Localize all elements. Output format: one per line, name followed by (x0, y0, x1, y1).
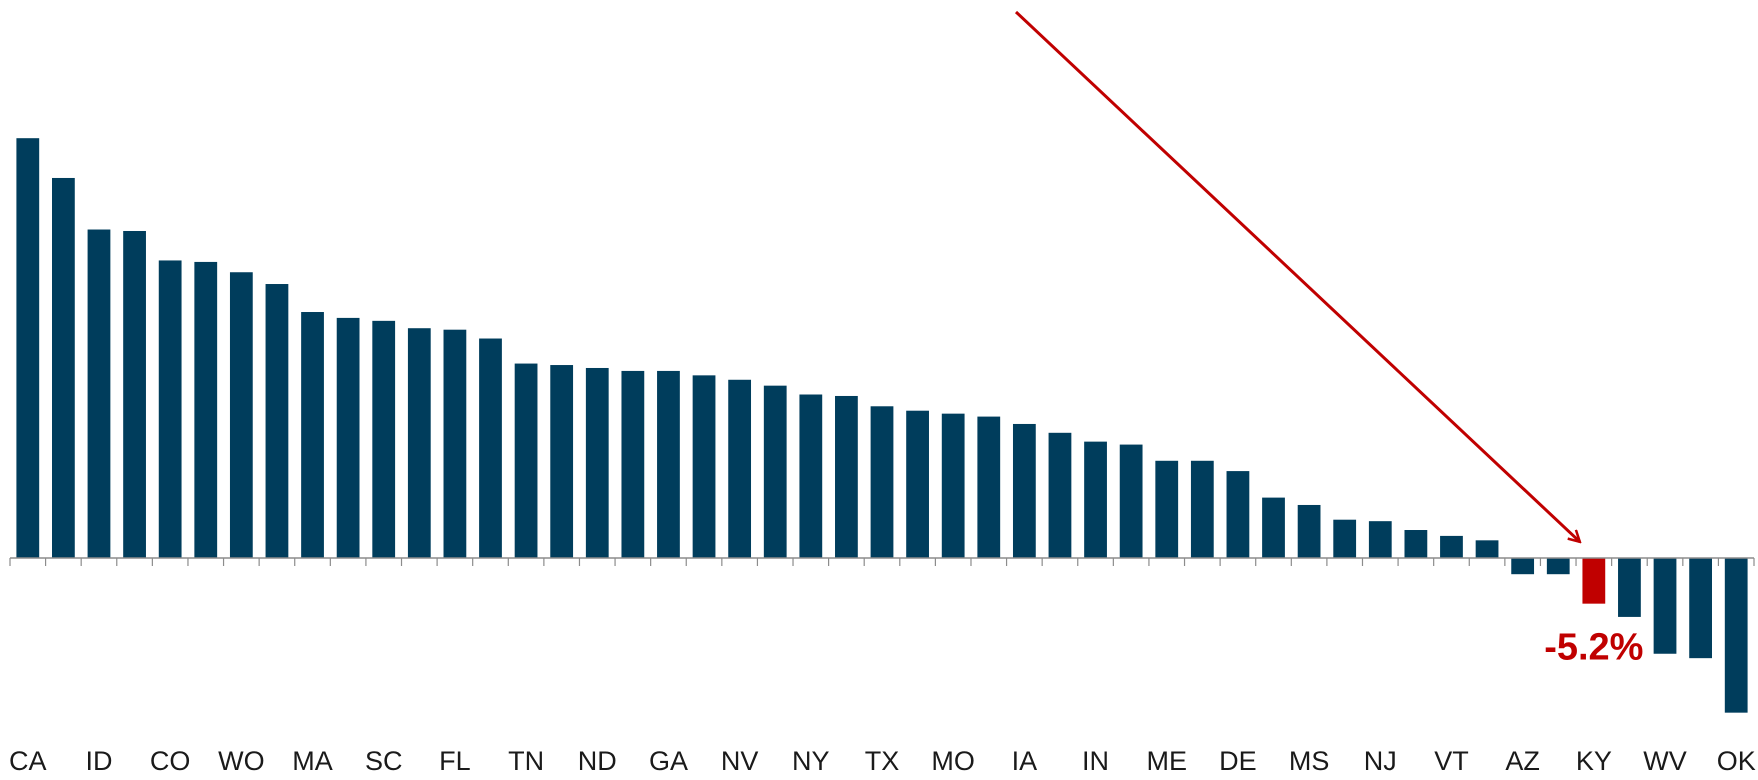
x-tick-label-id: ID (85, 746, 112, 775)
bar-24 (835, 395, 858, 558)
x-tick-label-mo: MO (931, 746, 975, 775)
x-tick-label-ky: KY (1576, 746, 1612, 775)
x-tick-label-fl: FL (439, 746, 471, 775)
x-tick-label-ny: NY (792, 746, 830, 775)
bar-30 (1048, 432, 1072, 558)
bar-10 (336, 317, 360, 558)
x-tick-label-vt: VT (1434, 746, 1469, 775)
x-tick-label-wv: WV (1643, 746, 1687, 775)
x-tick-label-ia: IA (1012, 746, 1038, 775)
x-tick-label-ma: MA (292, 746, 333, 775)
bar-33-me (1155, 460, 1179, 558)
x-tick-label-me: ME (1146, 746, 1187, 775)
x-tick-label-nd: ND (578, 746, 617, 775)
bar-44 (1546, 558, 1570, 575)
bar-16 (550, 365, 574, 558)
bar-49-ok (1724, 558, 1748, 713)
bar-5-co (158, 260, 182, 558)
bar-7-wo (229, 272, 253, 558)
bar-6 (194, 261, 218, 558)
bar-42 (1475, 540, 1499, 558)
x-tick-label-de: DE (1219, 746, 1257, 775)
bar-20 (692, 375, 716, 558)
bar-32 (1119, 444, 1143, 558)
bar-28 (977, 416, 1001, 558)
bar-38 (1333, 519, 1357, 558)
bar-25-tx (870, 406, 894, 558)
x-tick-label-az: AZ (1505, 746, 1540, 775)
bar-39-nj (1368, 521, 1392, 558)
bar-47-wv (1653, 558, 1677, 654)
highlight-arrow (1014, 10, 1580, 542)
x-tick-label-wo: WO (218, 746, 265, 775)
bar-4 (123, 230, 146, 559)
bar-13-fl (443, 329, 467, 558)
bar-14 (479, 338, 502, 558)
bar-18 (621, 370, 645, 558)
x-tick-label-ok: OK (1717, 746, 1756, 775)
bar-45-ky (1582, 558, 1606, 604)
bar-11-sc (372, 320, 396, 558)
bar-9-ma (301, 312, 324, 558)
bars-layer (16, 138, 1748, 713)
x-axis-labels: CA ID CO WO MA SC FL TN ND GA NV NY TX MO IA IN ME DE MS NJ… (9, 746, 1756, 776)
bar-21-nv (728, 379, 752, 558)
x-tick-label-nv: NV (721, 746, 759, 775)
bar-37-ms (1297, 504, 1321, 558)
x-tick-label-ca: CA (9, 746, 47, 775)
x-tick-label-ga: GA (649, 746, 688, 775)
bar-29-ia (1012, 423, 1036, 558)
x-tick-label-in: IN (1082, 746, 1109, 775)
bar-27-mo (941, 413, 965, 558)
bar-41-vt (1440, 535, 1463, 558)
bar-15-tn (514, 363, 538, 558)
x-tick-label-nj: NJ (1364, 746, 1397, 775)
bar-2 (52, 177, 75, 558)
x-axis (9, 557, 1755, 566)
bar-48 (1689, 558, 1712, 659)
bar-26 (906, 410, 929, 558)
x-tick-label-sc: SC (365, 746, 403, 775)
bar-46 (1618, 558, 1641, 617)
bar-35-de (1226, 471, 1250, 558)
x-tick-label-tx: TX (865, 746, 900, 775)
bar-19-ga (657, 370, 680, 558)
x-tick-label-tn: TN (508, 746, 544, 775)
highlight-data-label: -5.2% (1544, 627, 1643, 669)
bar-1-ca (16, 138, 40, 558)
bar-22 (763, 385, 787, 558)
bar-3-id (87, 229, 111, 558)
annotation-layer: -5.2% (1014, 10, 1643, 669)
bar-40 (1404, 530, 1428, 558)
bar-12 (407, 328, 431, 558)
x-tick-label-ms: MS (1289, 746, 1330, 775)
x-tick-label-co: CO (150, 746, 191, 775)
bar-8 (265, 284, 289, 558)
bar-43-az (1511, 558, 1535, 575)
bar-17-nd (585, 367, 609, 558)
bar-23-ny (799, 394, 823, 558)
bar-34 (1190, 460, 1214, 558)
bar-36 (1262, 497, 1285, 558)
bar-31-in (1084, 441, 1107, 558)
